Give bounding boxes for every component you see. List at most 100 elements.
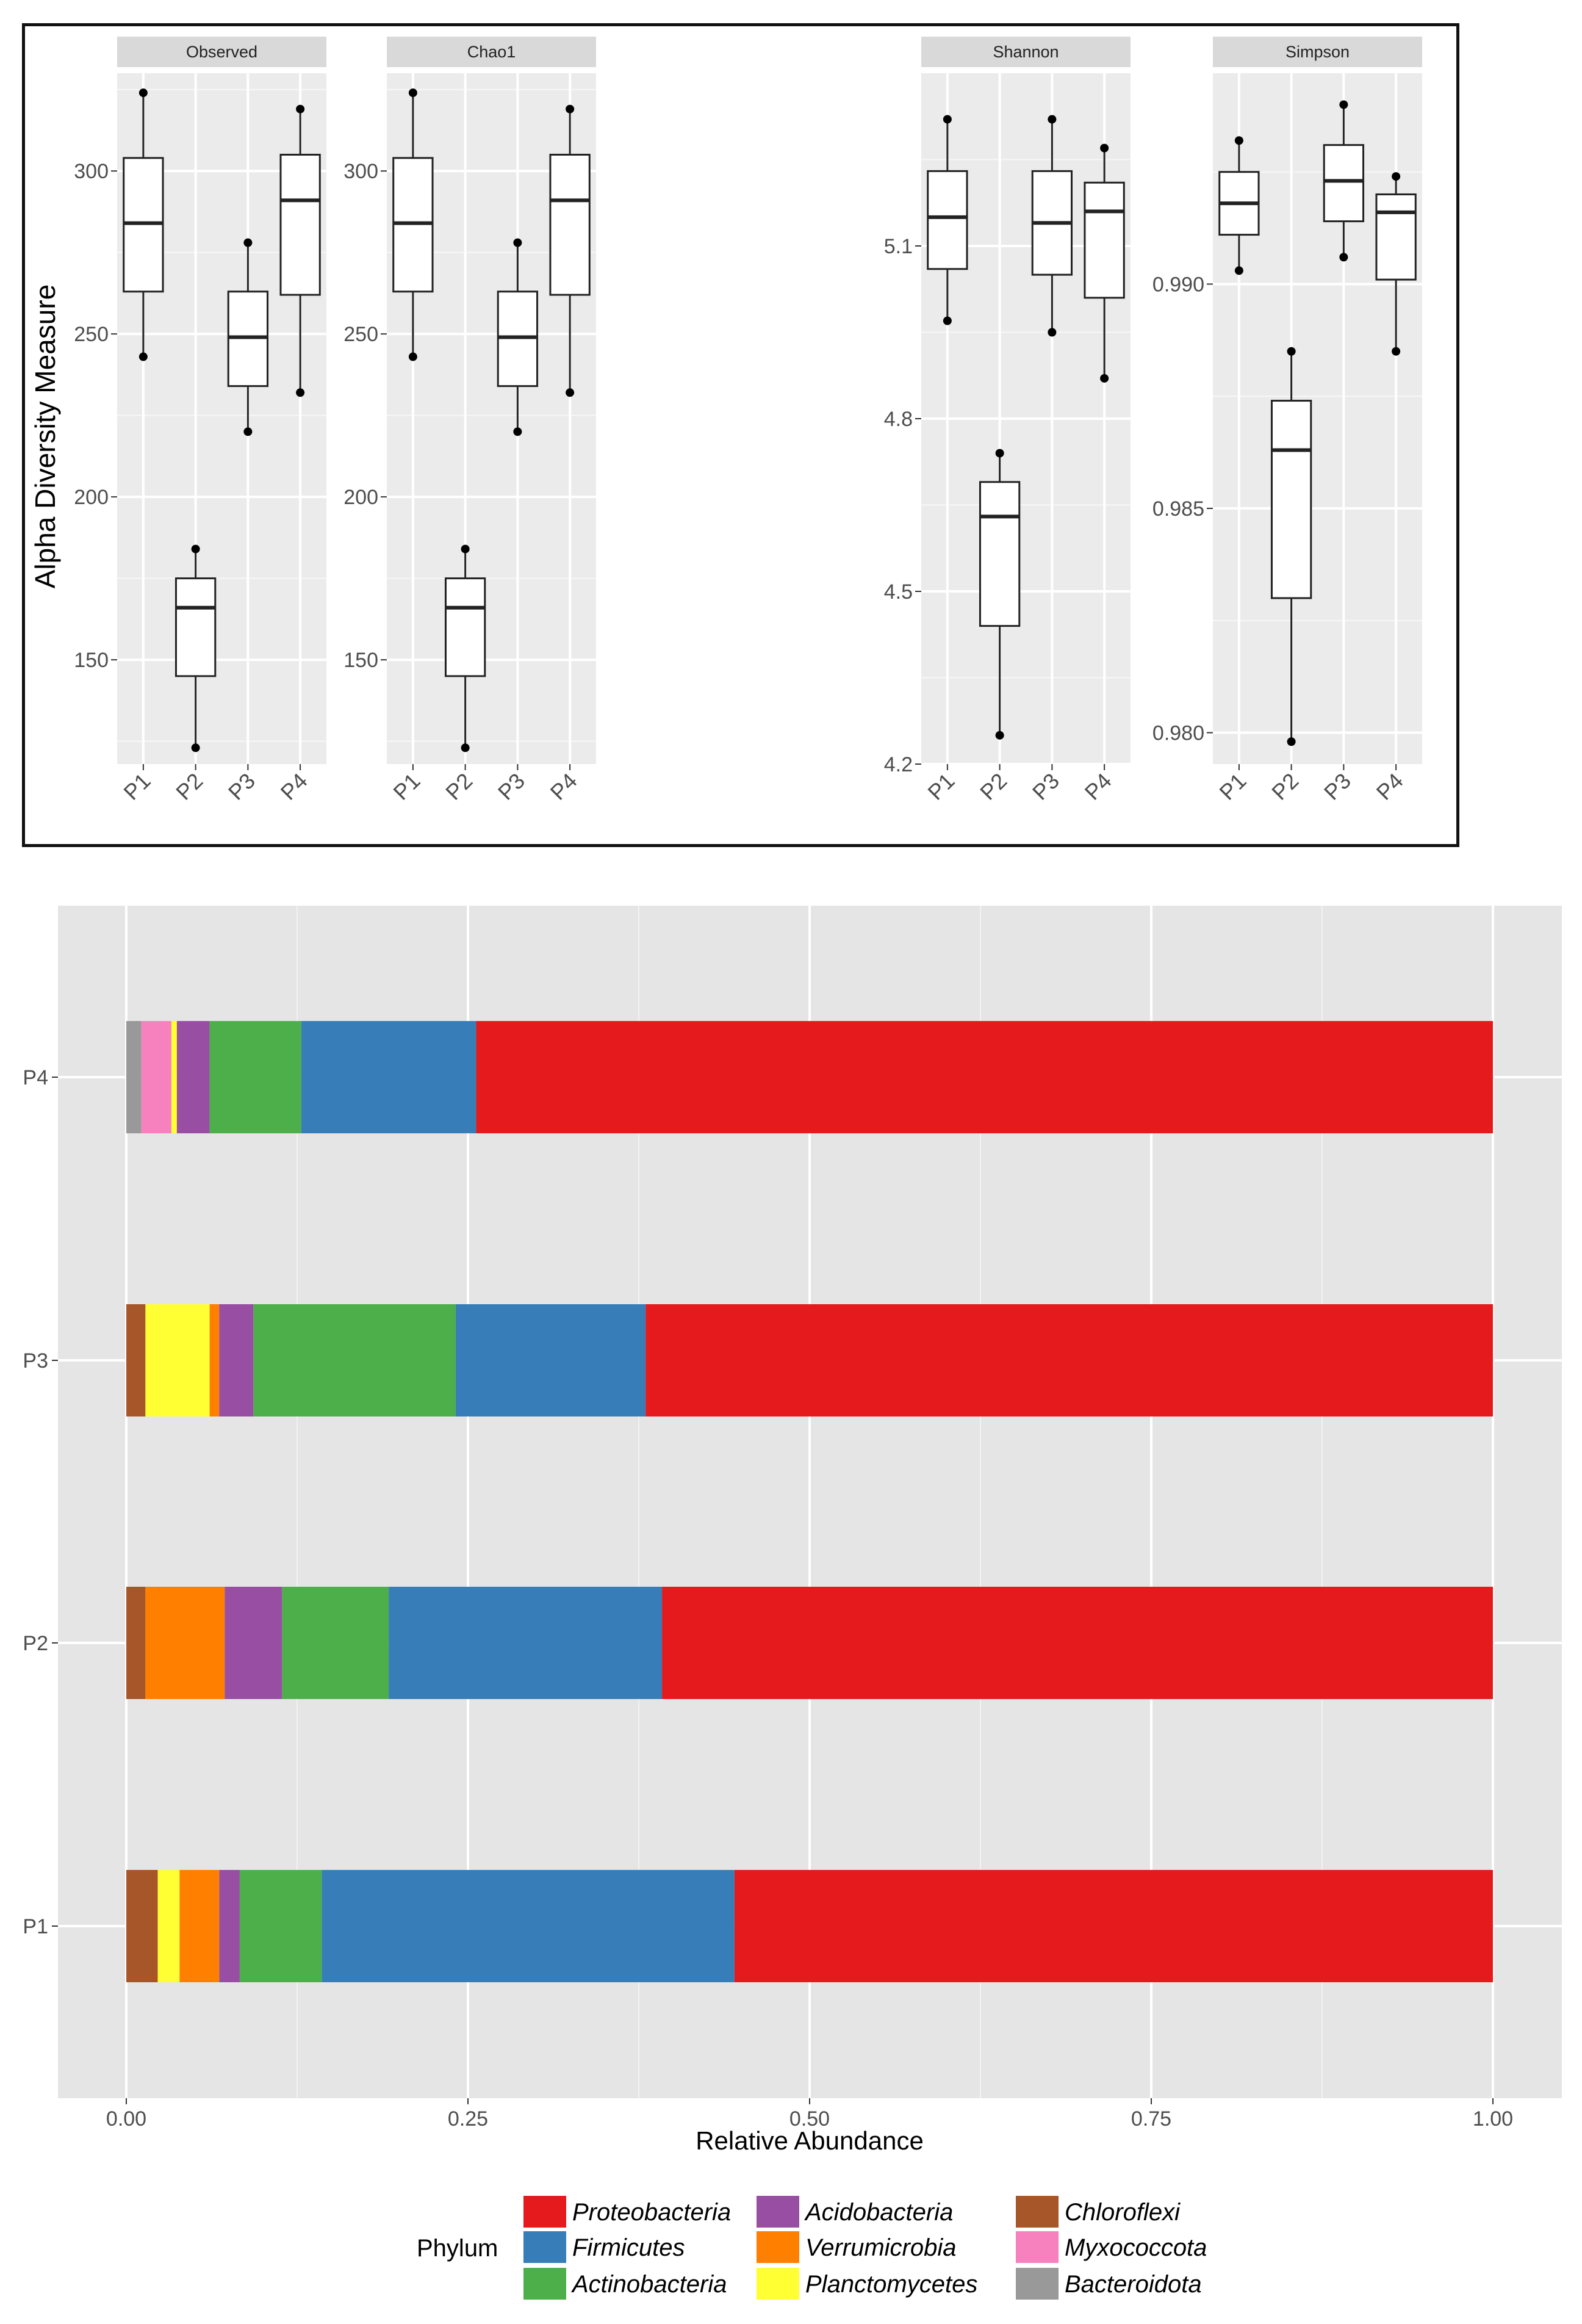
- max-point: [1287, 347, 1296, 356]
- panel-title-chao1: Chao1: [467, 43, 516, 61]
- legend-label-proteobacteria: Proteobacteria: [572, 2199, 731, 2226]
- legend-entry-chloroflexi: Chloroflexi: [1016, 2196, 1181, 2228]
- min-point: [243, 427, 253, 436]
- legend-swatch-acidobacteria: [757, 2196, 799, 2228]
- bar-p4: [126, 1021, 1494, 1133]
- segment-firmicutes: [389, 1587, 663, 1699]
- box-iqr: [1270, 400, 1312, 599]
- y-tick-label: 250: [343, 323, 378, 346]
- x-tick-label: P2: [171, 768, 207, 805]
- legend-entry-myxococcota: Myxococcota: [1016, 2231, 1207, 2263]
- x-tick-label: P4: [1372, 768, 1408, 805]
- y-tick-label: 4.8: [884, 408, 913, 431]
- segment-acidobacteria: [176, 1021, 210, 1133]
- segment-planctomycetes: [145, 1304, 210, 1416]
- x-tick-label: P3: [493, 768, 530, 805]
- panel-title-shannon: Shannon: [993, 43, 1059, 61]
- y-tick-label: P3: [23, 1349, 48, 1373]
- x-tick-label: 0.25: [448, 2107, 488, 2131]
- panel-title-simpson: Simpson: [1285, 43, 1350, 61]
- y-tick-label: 4.2: [884, 753, 913, 776]
- min-point: [513, 427, 522, 436]
- legend-swatch-bacteroidota: [1016, 2268, 1059, 2300]
- min-point: [995, 731, 1004, 740]
- x-tick-label: P3: [1319, 768, 1356, 805]
- max-point: [296, 104, 305, 114]
- box-iqr: [444, 577, 486, 677]
- max-point: [995, 449, 1004, 458]
- min-point: [943, 316, 952, 325]
- box-shannon-p3: [1031, 115, 1073, 337]
- min-point: [1048, 328, 1057, 337]
- max-point: [138, 88, 148, 98]
- x-tick-label: P2: [440, 768, 477, 805]
- box-observed-p4: [279, 104, 321, 397]
- segment-verrumicrobia: [209, 1304, 220, 1416]
- boxplot-panel-observed: Observed 150 200 250 300 P1 P2 P3 P4: [74, 37, 326, 805]
- max-point: [1339, 100, 1348, 109]
- legend-swatch-proteobacteria: [523, 2196, 566, 2228]
- min-point: [461, 743, 470, 752]
- x-tick-label: P1: [1214, 768, 1251, 805]
- legend-label-acidobacteria: Acidobacteria: [804, 2199, 953, 2226]
- legend-label-myxococcota: Myxococcota: [1065, 2234, 1207, 2261]
- legend-entry-actinobacteria: Actinobacteria: [523, 2268, 727, 2300]
- max-point: [513, 238, 522, 247]
- segment-firmicutes: [301, 1021, 476, 1133]
- x-tick-label: 1.00: [1473, 2107, 1513, 2131]
- legend-entry-proteobacteria: Proteobacteria: [523, 2196, 731, 2228]
- box-iqr: [549, 153, 591, 296]
- min-point: [191, 743, 200, 752]
- y-tick-label: 150: [343, 649, 378, 672]
- legend-label-verrumicrobia: Verrumicrobia: [805, 2234, 956, 2261]
- box-observed-p3: [227, 238, 269, 436]
- max-point: [243, 238, 253, 247]
- box-iqr: [174, 577, 217, 677]
- segment-proteobacteria: [645, 1304, 1493, 1416]
- box-shannon-p4: [1084, 143, 1125, 383]
- segment-actinobacteria: [239, 1870, 322, 1982]
- box-iqr: [279, 153, 321, 296]
- legend-swatch-planctomycetes: [757, 2268, 799, 2300]
- panel-strip-simpson: [1213, 37, 1422, 67]
- legend-label-chloroflexi: Chloroflexi: [1065, 2199, 1181, 2226]
- legend-title: Phylum: [417, 2235, 498, 2262]
- segment-actinobacteria: [253, 1304, 456, 1416]
- max-point: [1392, 172, 1401, 181]
- x-tick-label: P3: [1027, 768, 1064, 805]
- box-simpson-p1: [1218, 136, 1260, 275]
- box-chao1-p4: [549, 104, 591, 397]
- y-tick-label: P2: [23, 1632, 48, 1655]
- boxplot-panels: Observed 150 200 250 300 P1 P2 P3 P4 Chao1 150 200 2…: [74, 37, 1422, 805]
- segment-acidobacteria: [219, 1304, 254, 1416]
- legend-label-planctomycetes: Planctomycetes: [805, 2271, 977, 2298]
- bar-p3: [126, 1304, 1493, 1416]
- max-point: [461, 544, 470, 554]
- y-tick-label: 150: [74, 649, 109, 672]
- min-point: [138, 352, 148, 361]
- box-chao1-p3: [497, 238, 539, 436]
- x-tick-label: P1: [388, 768, 425, 805]
- segment-proteobacteria: [662, 1587, 1493, 1699]
- max-point: [566, 104, 575, 114]
- max-point: [191, 544, 200, 554]
- bar-p2: [126, 1587, 1493, 1699]
- y-tick-label: 4.5: [884, 580, 913, 604]
- x-tick-label: P2: [975, 768, 1012, 805]
- y-tick-label: 0.990: [1152, 273, 1204, 296]
- segment-verrumicrobia: [179, 1870, 220, 1982]
- box-iqr: [1084, 181, 1125, 299]
- legend-label-actinobacteria: Actinobacteria: [571, 2271, 727, 2298]
- segment-chloroflexi: [126, 1587, 146, 1699]
- legend-entry-firmicutes: Firmicutes: [523, 2231, 685, 2263]
- box-simpson-p3: [1323, 100, 1365, 262]
- legend-swatch-actinobacteria: [523, 2268, 566, 2300]
- boxplot-panel-chao1: Chao1 150 200 250 300 P1 P2 P3 P4: [343, 37, 596, 805]
- segment-chloroflexi: [126, 1870, 158, 1982]
- x-tick-label: P1: [922, 768, 959, 805]
- segment-myxococcota: [141, 1021, 171, 1133]
- y-tick-label: 200: [343, 486, 378, 509]
- min-point: [566, 388, 575, 397]
- y-tick-label: P4: [23, 1066, 48, 1089]
- legend-entry-acidobacteria: Acidobacteria: [757, 2196, 953, 2228]
